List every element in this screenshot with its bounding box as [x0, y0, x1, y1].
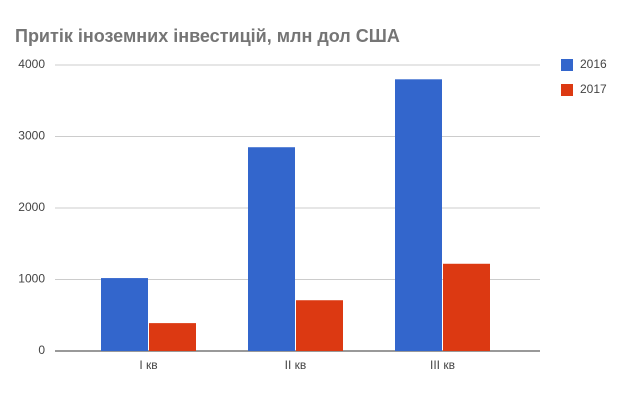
bar: [296, 300, 343, 351]
legend-swatch: [561, 59, 573, 71]
y-tick-label: 4000: [18, 57, 45, 71]
x-tick-label: III кв: [430, 358, 455, 372]
bar: [248, 147, 295, 351]
legend-swatch: [561, 84, 573, 96]
legend-label: 2017: [580, 82, 607, 96]
bar: [395, 79, 442, 352]
x-tick-label: II кв: [285, 358, 307, 372]
bar: [149, 323, 196, 351]
y-tick-label: 2000: [18, 200, 45, 214]
chart-title: Притік іноземних інвестицій, млн дол США: [15, 26, 400, 46]
y-tick-label: 1000: [18, 272, 45, 286]
legend-label: 2016: [580, 57, 607, 71]
y-tick-label: 3000: [18, 129, 45, 143]
x-tick-label: I кв: [139, 358, 157, 372]
bar: [443, 263, 490, 351]
y-tick-label: 0: [38, 343, 45, 357]
bar: [101, 278, 148, 351]
